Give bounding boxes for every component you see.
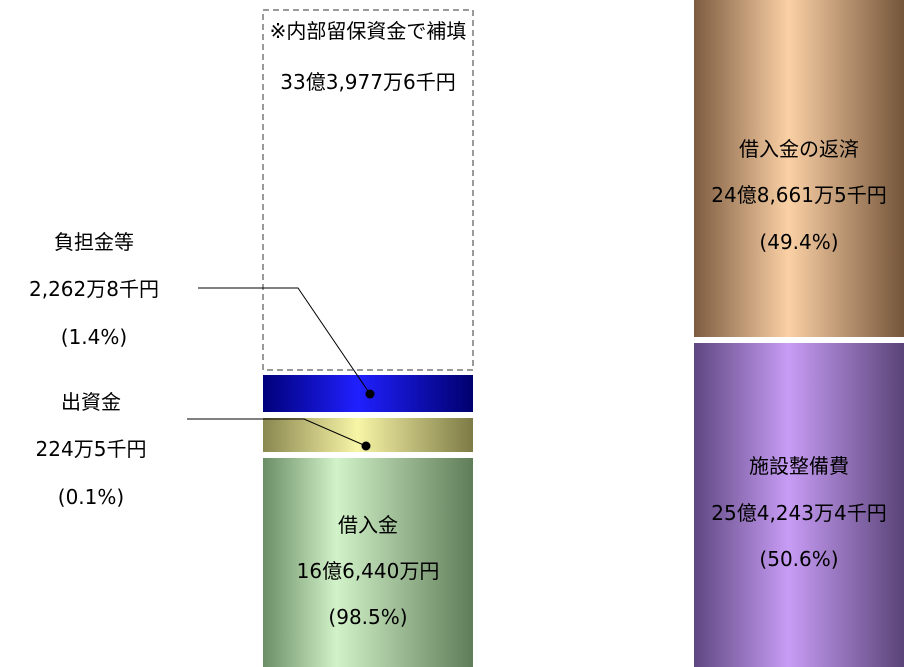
- bar-segment-loan-repayment: [694, 0, 904, 337]
- burden-leader-line: [198, 287, 371, 395]
- bar-segment-borrowing: [263, 458, 473, 667]
- borrowing-label: 借入金: [338, 513, 398, 537]
- burden-amount: 2,262万8千円: [29, 277, 159, 301]
- investment-leader-dot: [361, 441, 371, 451]
- investment-label: 出資金: [61, 390, 121, 414]
- bar-segment-internal-reserve: [262, 9, 474, 371]
- investment-leader-line: [187, 418, 367, 447]
- investment-amount: 224万5千円: [36, 437, 147, 461]
- burden-percent: (1.4%): [61, 325, 127, 349]
- loan-repayment-amount: 24億8,661万5千円: [711, 183, 886, 207]
- investment-percent: (0.1%): [58, 485, 124, 509]
- facility-cost-label: 施設整備費: [749, 454, 849, 478]
- loan-repayment-percent: (49.4%): [759, 230, 838, 254]
- facility-cost-percent: (50.6%): [759, 547, 838, 571]
- borrowing-amount: 16億6,440万円: [297, 559, 440, 583]
- loan-repayment-label: 借入金の返済: [739, 137, 859, 161]
- burden-label: 負担金等: [54, 230, 134, 254]
- burden-leader-dot: [365, 389, 375, 399]
- facility-cost-amount: 25億4,243万4千円: [711, 501, 886, 525]
- internal-reserve-label: ※内部留保資金で補填: [270, 19, 467, 43]
- borrowing-percent: (98.5%): [328, 605, 407, 629]
- bar-segment-facility-cost: [694, 343, 904, 667]
- internal-reserve-amount: 33億3,977万6千円: [280, 70, 455, 94]
